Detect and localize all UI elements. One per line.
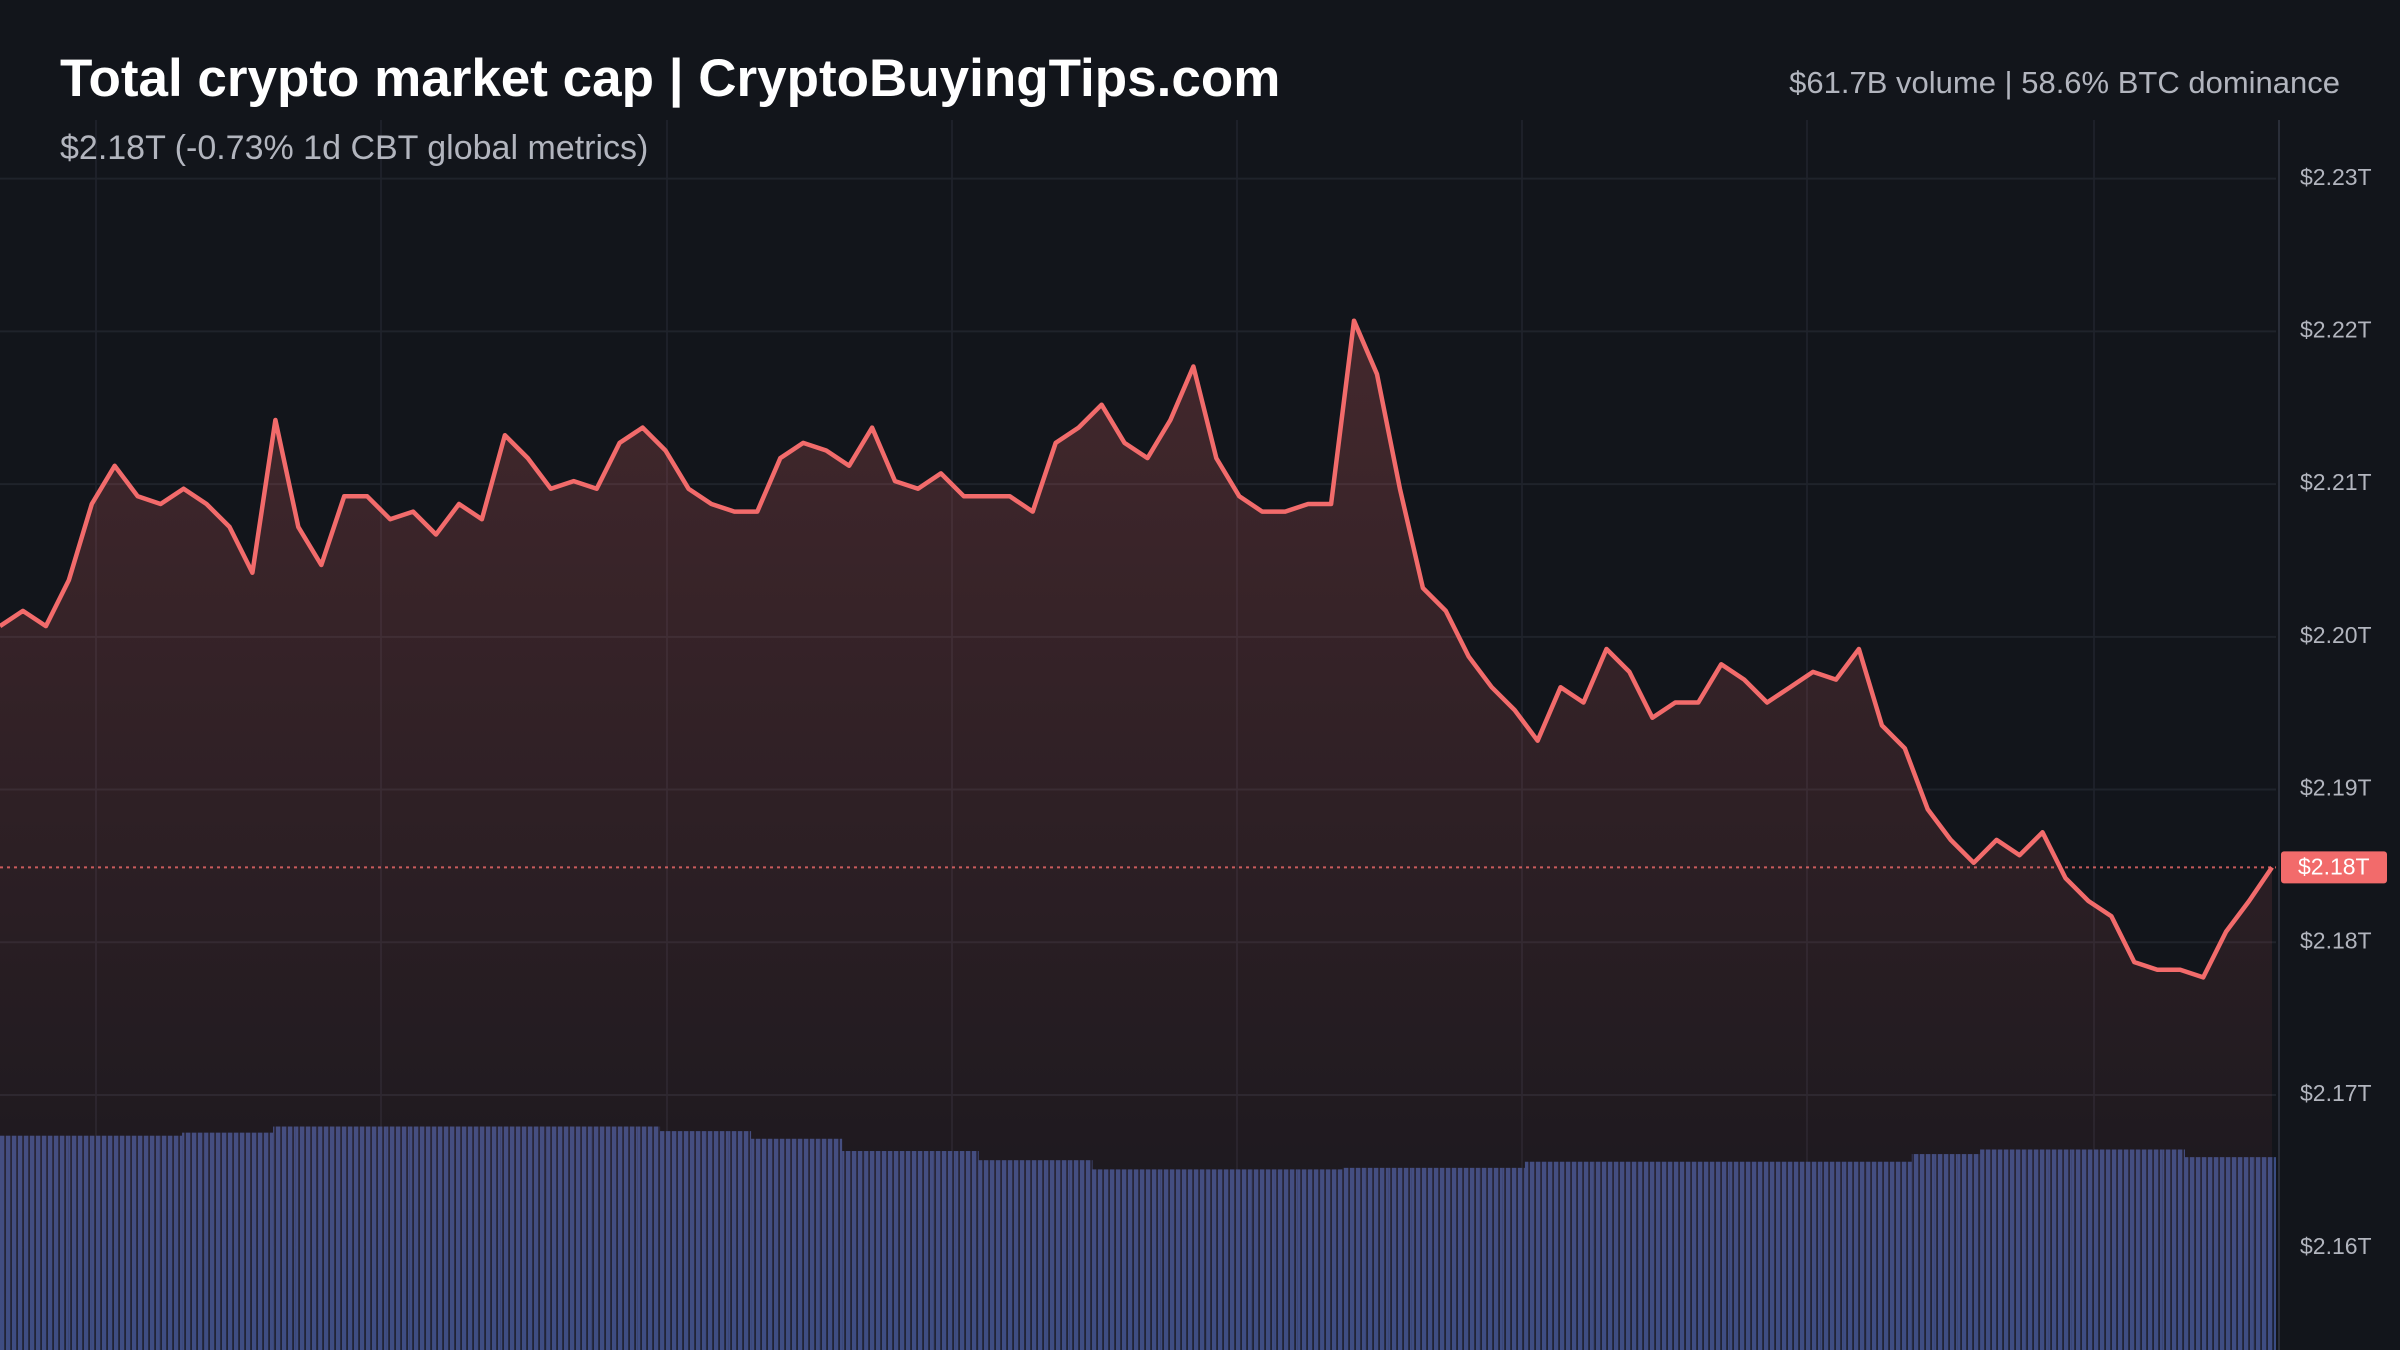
price-line [0,318,2274,980]
y-tick-label: $2.21T [2300,469,2372,495]
y-tick-label: $2.23T [2300,164,2372,190]
y-tick-label: $2.19T [2300,775,2372,801]
y-tick-label: $2.22T [2300,316,2372,342]
y-tick-label: $2.17T [2300,1080,2372,1106]
last-price-label: $2.18T [2298,853,2370,879]
market-stats: $61.7B volume | 58.6% BTC dominance [1789,65,2340,100]
chart-subtitle: $2.18T (-0.73% 1d CBT global metrics) [60,129,648,167]
y-tick-label: $2.18T [2300,927,2372,953]
chart-title: Total crypto market cap | CryptoBuyingTi… [60,49,1280,109]
last-price-badge [2281,851,2387,884]
area [0,320,2272,1350]
plot: $2.23T $2.22T $2.21T $2.20T $2.19T $2.18T $2.1… [0,164,2387,1350]
y-tick-label: $2.16T [2300,1233,2372,1259]
y-tick-label: $2.20T [2300,622,2372,648]
